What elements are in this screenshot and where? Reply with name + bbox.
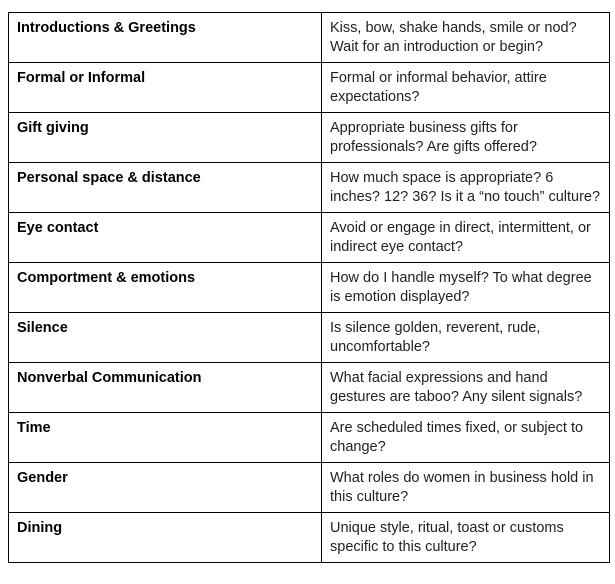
table-row: Silence Is silence golden, reverent, rude… bbox=[8, 312, 610, 363]
question-cell: Kiss, bow, shake hands, smile or nod? Wa… bbox=[321, 12, 610, 63]
table-row: Eye contact Avoid or engage in direct, in… bbox=[8, 212, 610, 263]
table-row: Formal or Informal Formal or informal beh… bbox=[8, 62, 610, 113]
table-row: Gift giving Appropriate business gifts fo… bbox=[8, 112, 610, 163]
question-cell: What roles do women in business hold in … bbox=[321, 462, 610, 513]
question-cell: Appropriate business gifts for professio… bbox=[321, 112, 610, 163]
table-row: Gender What roles do women in business ho… bbox=[8, 462, 610, 513]
question-cell: Is silence golden, reverent, rude, uncom… bbox=[321, 312, 610, 363]
question-cell: What facial expressions and hand gesture… bbox=[321, 362, 610, 413]
topic-cell: Gift giving bbox=[8, 112, 322, 163]
table-row: Comportment & emotions How do I handle my… bbox=[8, 262, 610, 313]
etiquette-table: Introductions & Greetings Kiss, bow, shak… bbox=[8, 12, 610, 563]
question-cell: Unique style, ritual, toast or customs s… bbox=[321, 512, 610, 563]
table-row: Introductions & Greetings Kiss, bow, shak… bbox=[8, 12, 610, 63]
table-row: Time Are scheduled times fixed, or subjec… bbox=[8, 412, 610, 463]
topic-cell: Nonverbal Communication bbox=[8, 362, 322, 413]
question-cell: Formal or informal behavior, attire expe… bbox=[321, 62, 610, 113]
topic-cell: Formal or Informal bbox=[8, 62, 322, 113]
topic-cell: Time bbox=[8, 412, 322, 463]
question-cell: Are scheduled times fixed, or subject to… bbox=[321, 412, 610, 463]
table-row: Dining Unique style, ritual, toast or cus… bbox=[8, 512, 610, 563]
question-cell: How much space is appropriate? 6 inches?… bbox=[321, 162, 610, 213]
question-cell: How do I handle myself? To what degree i… bbox=[321, 262, 610, 313]
topic-cell: Introductions & Greetings bbox=[8, 12, 322, 63]
topic-cell: Gender bbox=[8, 462, 322, 513]
topic-cell: Dining bbox=[8, 512, 322, 563]
topic-cell: Personal space & distance bbox=[8, 162, 322, 213]
topic-cell: Comportment & emotions bbox=[8, 262, 322, 313]
question-cell: Avoid or engage in direct, intermittent,… bbox=[321, 212, 610, 263]
table-row: Nonverbal Communication What facial expre… bbox=[8, 362, 610, 413]
topic-cell: Eye contact bbox=[8, 212, 322, 263]
table-row: Personal space & distance How much space … bbox=[8, 162, 610, 213]
topic-cell: Silence bbox=[8, 312, 322, 363]
